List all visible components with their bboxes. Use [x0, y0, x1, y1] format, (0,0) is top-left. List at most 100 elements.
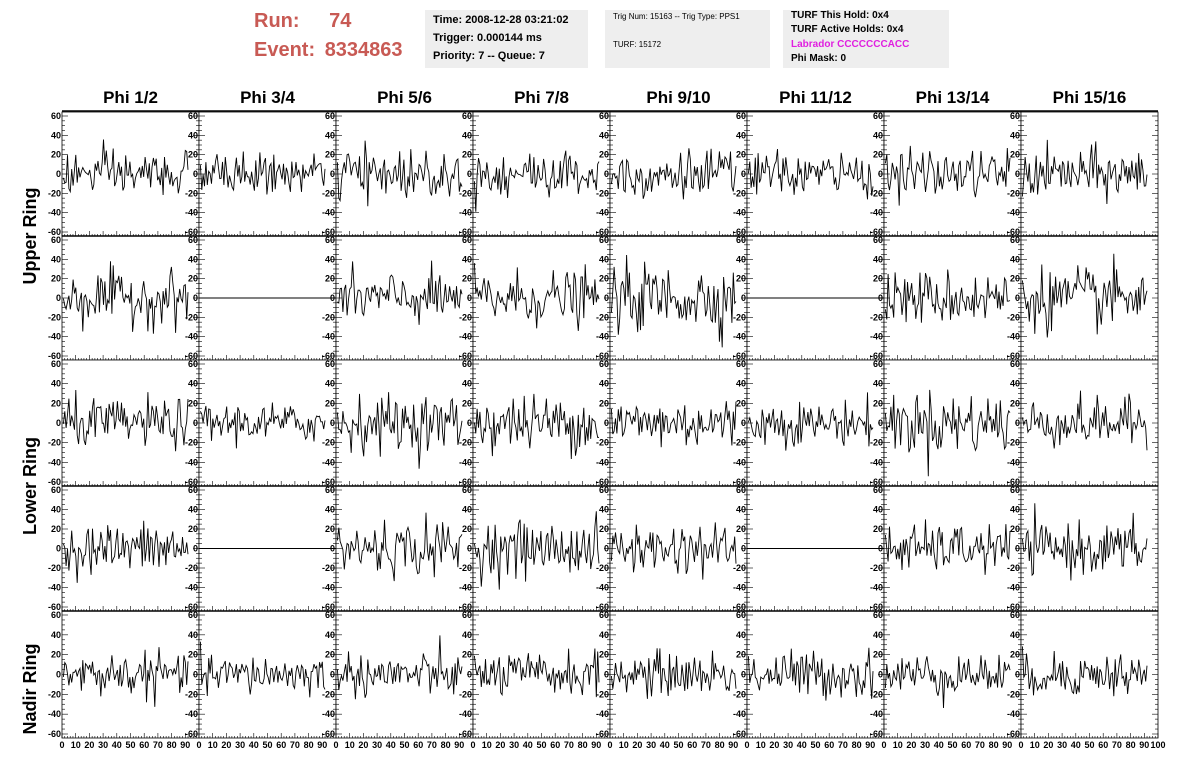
x-tick-label: 50	[125, 740, 135, 750]
x-tick-label: 30	[98, 740, 108, 750]
waveform-panel: 60 40 20 0 -20 -40 -60	[733, 111, 885, 237]
waveform-trace	[610, 254, 737, 348]
x-tick-label: 40	[797, 740, 807, 750]
y-tick-label: 60	[599, 235, 609, 245]
y-tick-label: 40	[51, 130, 61, 140]
y-tick-label: 60	[188, 485, 198, 495]
y-tick-label: -60	[185, 729, 198, 739]
y-tick-label: -20	[1007, 312, 1020, 322]
y-tick-label: 0	[467, 670, 472, 680]
y-tick-label: -40	[1007, 208, 1020, 218]
x-tick-label: 70	[153, 740, 163, 750]
y-tick-label: 40	[736, 379, 746, 389]
x-tick-label: 40	[1071, 740, 1081, 750]
x-tick-label: 0	[470, 740, 475, 750]
x-tick-label: 10	[345, 740, 355, 750]
waveform-trace	[884, 654, 1011, 709]
y-tick-label: -60	[1007, 729, 1020, 739]
y-tick-label: 20	[873, 150, 883, 160]
x-tick-label: 40	[112, 740, 122, 750]
waveform-trace	[62, 261, 189, 334]
y-tick-label: 60	[736, 235, 746, 245]
y-tick-label: -20	[48, 312, 61, 322]
y-tick-label: 20	[462, 150, 472, 160]
x-tick-label: 60	[824, 740, 834, 750]
waveform-trace	[473, 511, 600, 590]
y-axis: 60 40 20 0 -20 -40 -60	[185, 359, 337, 487]
y-tick-label: 60	[1010, 610, 1020, 620]
x-tick-label: 70	[975, 740, 985, 750]
y-tick-label: 0	[467, 293, 472, 303]
y-tick-label: -20	[1007, 689, 1020, 699]
y-tick-label: 20	[188, 150, 198, 160]
y-axis: 60 40 20 0 -20 -40 -60	[48, 359, 200, 487]
y-tick-label: 40	[1010, 505, 1020, 515]
y-tick-label: -40	[733, 208, 746, 218]
x-tick-label: 0	[333, 740, 338, 750]
y-axis: 60 40 20 0 -20 -40 -60	[596, 359, 748, 487]
waveform-trace	[336, 140, 463, 207]
y-tick-label: -60	[185, 477, 198, 487]
y-tick-label: -40	[1007, 332, 1020, 342]
y-tick-label: -20	[1007, 438, 1020, 448]
y-tick-label: -20	[48, 689, 61, 699]
x-tick-label: 20	[358, 740, 368, 750]
run-value: 74	[329, 10, 352, 32]
waveform-trace	[610, 648, 737, 699]
y-tick-label: -40	[870, 332, 883, 342]
waveform-panel: 60 40 20 0 -20 -40 -60	[185, 235, 337, 361]
y-tick-label: 40	[462, 379, 472, 389]
y-tick-label: 20	[51, 398, 61, 408]
x-tick-label: 60	[276, 740, 286, 750]
waveform-panel: 60 40 20 0 -20 -40 -60	[48, 485, 200, 612]
y-tick-label: 20	[736, 524, 746, 534]
y-tick-label: 0	[878, 544, 883, 554]
y-tick-label: -60	[596, 602, 609, 612]
x-tick-label: 0	[196, 740, 201, 750]
y-tick-label: -20	[733, 689, 746, 699]
y-tick-label: -40	[596, 332, 609, 342]
y-tick-label: -40	[1007, 583, 1020, 593]
y-tick-label: 0	[604, 418, 609, 428]
y-tick-label: 0	[1015, 169, 1020, 179]
y-tick-label: -20	[322, 563, 335, 573]
y-tick-label: -20	[48, 438, 61, 448]
y-tick-label: -60	[870, 602, 883, 612]
y-tick-label: -40	[459, 332, 472, 342]
time-text: Time: 2008-12-28 03:21:02	[433, 14, 569, 26]
waveform-trace	[62, 389, 189, 452]
turf-text: TURF: 15172	[613, 40, 662, 49]
y-tick-label: 40	[873, 505, 883, 515]
y-tick-label: 40	[873, 254, 883, 264]
x-tick-label: 80	[578, 740, 588, 750]
y-tick-label: 20	[599, 650, 609, 660]
y-tick-label: -40	[48, 208, 61, 218]
x-tick-label: 10	[893, 740, 903, 750]
y-tick-label: 40	[325, 505, 335, 515]
panel-frame	[1020, 485, 1159, 612]
y-tick-label: -20	[185, 689, 198, 699]
y-tick-label: 0	[193, 169, 198, 179]
labrador-text: Labrador CCCCCCCACC	[791, 39, 910, 50]
waveform-trace	[199, 402, 326, 449]
y-tick-label: 60	[873, 235, 883, 245]
y-tick-label: 40	[188, 130, 198, 140]
y-tick-label: 40	[1010, 379, 1020, 389]
y-tick-label: 60	[462, 111, 472, 121]
waveform-trace	[884, 389, 1011, 477]
y-tick-label: -20	[459, 689, 472, 699]
y-tick-label: -60	[185, 351, 198, 361]
y-tick-label: -60	[459, 227, 472, 237]
y-tick-label: -60	[48, 729, 61, 739]
waveform-trace	[336, 635, 463, 700]
x-tick-label: 20	[221, 740, 231, 750]
y-axis: 60 40 20 0 -20 -40 -60	[733, 485, 885, 612]
y-tick-label: -20	[596, 438, 609, 448]
x-tick-label: 70	[1112, 740, 1122, 750]
y-tick-label: 40	[599, 505, 609, 515]
waveform-trace	[336, 392, 463, 469]
y-tick-label: 0	[193, 418, 198, 428]
y-tick-label: -20	[1007, 188, 1020, 198]
y-tick-label: -20	[596, 188, 609, 198]
